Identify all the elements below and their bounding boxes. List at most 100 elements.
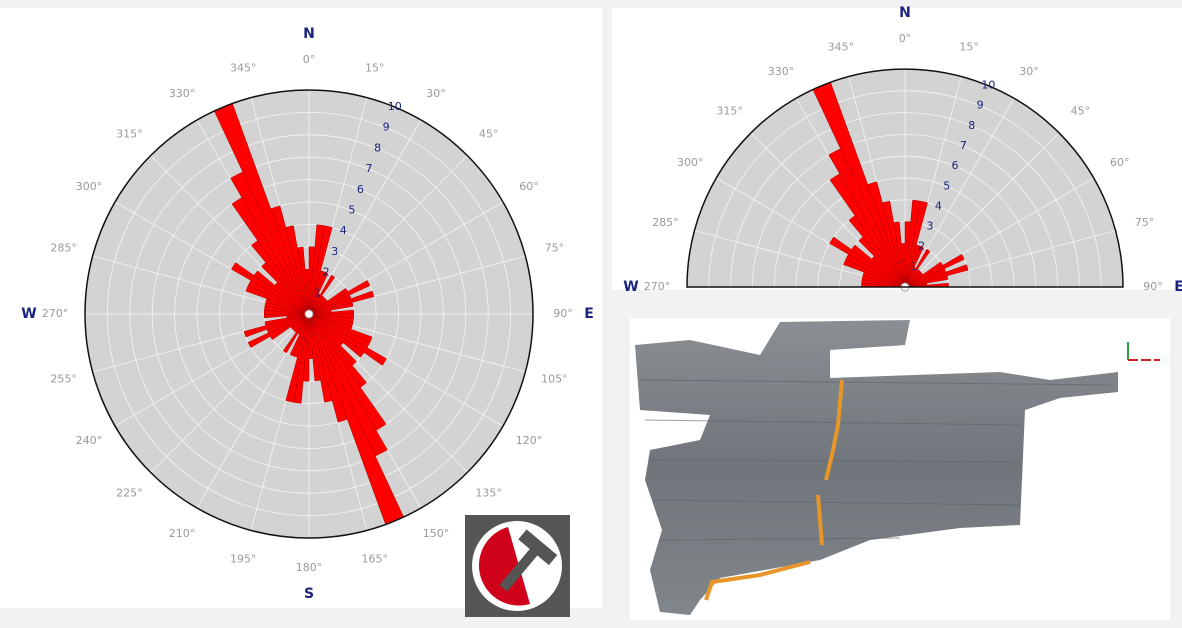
angle-label: 210° <box>169 527 196 540</box>
rose-bar <box>285 225 310 315</box>
angle-label: 300° <box>76 180 103 193</box>
angle-label: 105° <box>541 373 568 386</box>
rose-bar <box>904 264 969 288</box>
center-dot <box>304 309 314 319</box>
angle-label: 345° <box>230 62 257 75</box>
radial-label: 10 <box>981 79 995 92</box>
angle-label: 30° <box>1019 65 1039 78</box>
rose-bar <box>308 313 348 423</box>
angle-label: 195° <box>230 552 257 565</box>
rose-bar <box>882 200 906 288</box>
radial-label: 3 <box>331 245 338 258</box>
angle-label: 60° <box>519 180 539 193</box>
rose-bar <box>264 313 310 326</box>
angle-label: 90° <box>1143 280 1163 293</box>
angle-label: 330° <box>768 65 795 78</box>
rose-outline <box>686 68 1124 288</box>
angle-label: 285° <box>652 216 679 229</box>
angle-label: 15° <box>365 62 385 75</box>
angle-label: 150° <box>423 527 450 540</box>
compass-label: N <box>303 26 315 42</box>
angle-label: 330° <box>169 87 196 100</box>
radial-label: 7 <box>960 139 967 152</box>
rose-bar <box>900 243 906 288</box>
compass-label: N <box>899 5 911 21</box>
rose-bar <box>867 181 906 288</box>
compass-label: E <box>1174 279 1182 295</box>
rose-bar <box>904 275 949 288</box>
angle-label: 180° <box>296 561 323 574</box>
rose-bar <box>231 262 310 315</box>
angle-label: 270° <box>644 280 671 293</box>
logo-hammer <box>499 529 558 592</box>
radial-label: 8 <box>374 141 381 154</box>
rose-bar <box>893 221 906 288</box>
angle-label: 75° <box>1135 216 1155 229</box>
angle-label: 345° <box>828 40 855 53</box>
cliff-photo <box>635 320 1160 615</box>
angle-label: 225° <box>116 487 143 500</box>
rose-bar <box>904 248 931 288</box>
radial-label: 3 <box>927 220 934 233</box>
rose-chart: 270°285°300°315°330°345°0°15°30°45°60°75… <box>623 5 1182 295</box>
angle-label: 120° <box>516 434 543 447</box>
angle-label: 30° <box>426 87 446 100</box>
strata <box>639 379 1111 541</box>
rose-bar <box>308 302 354 315</box>
angle-label: 75° <box>545 241 565 254</box>
radial-label: 10 <box>388 100 402 113</box>
rose-bar <box>308 313 321 382</box>
angle-label: 45° <box>1071 105 1091 118</box>
fracture-traces <box>704 379 844 601</box>
radial-label: 9 <box>383 121 390 134</box>
compass-label: E <box>584 306 594 322</box>
rose-bar <box>904 253 965 288</box>
radial-label: 1 <box>910 260 917 273</box>
angle-label: 315° <box>116 127 143 140</box>
radial-label: 7 <box>366 162 373 175</box>
app-logo <box>465 515 570 617</box>
angle-label: 315° <box>716 105 743 118</box>
grid-spoke <box>308 155 468 315</box>
rose-bar <box>308 274 336 315</box>
angle-label: 90° <box>553 307 573 320</box>
radial-label: 8 <box>968 119 975 132</box>
rose-bar <box>308 313 365 358</box>
rose-bar <box>282 313 310 354</box>
rose-bar <box>253 270 310 315</box>
angle-label: 135° <box>475 487 502 500</box>
angle-label: 300° <box>677 156 704 169</box>
rose-bar <box>851 244 906 288</box>
radial-label: 6 <box>357 183 364 196</box>
rose-bar <box>304 268 310 315</box>
rose-bar <box>829 236 906 288</box>
angle-label: 270° <box>42 307 69 320</box>
radial-label: 5 <box>943 179 950 192</box>
rose-outline <box>84 89 534 539</box>
rose-bar <box>308 280 371 315</box>
rose-chart: 0° 15° 30° 45° 60° 75° 90° 105° 120° 135° 150° 165°… <box>21 26 594 602</box>
rose-bar <box>308 313 314 360</box>
angle-label: 285° <box>50 241 77 254</box>
angle-label: 15° <box>959 40 979 53</box>
radial-label: 1 <box>314 286 321 299</box>
compass-label: W <box>21 306 36 322</box>
radial-label: 4 <box>340 224 347 237</box>
radial-label: 2 <box>323 266 330 279</box>
radial-label: 9 <box>977 99 984 112</box>
angle-label: 60° <box>1110 156 1130 169</box>
compass-label: W <box>623 279 638 295</box>
angle-label: 0° <box>303 53 316 66</box>
cliff <box>635 320 1118 615</box>
rose-bar <box>270 205 310 315</box>
rose-bar <box>297 246 310 315</box>
angle-label: 240° <box>76 434 103 447</box>
radial-label: 2 <box>918 240 925 253</box>
grid-spoke <box>150 313 310 473</box>
rose-bar <box>308 313 333 403</box>
logo-red <box>478 527 530 606</box>
angle-label: 255° <box>50 373 77 386</box>
angle-label: 45° <box>479 127 499 140</box>
